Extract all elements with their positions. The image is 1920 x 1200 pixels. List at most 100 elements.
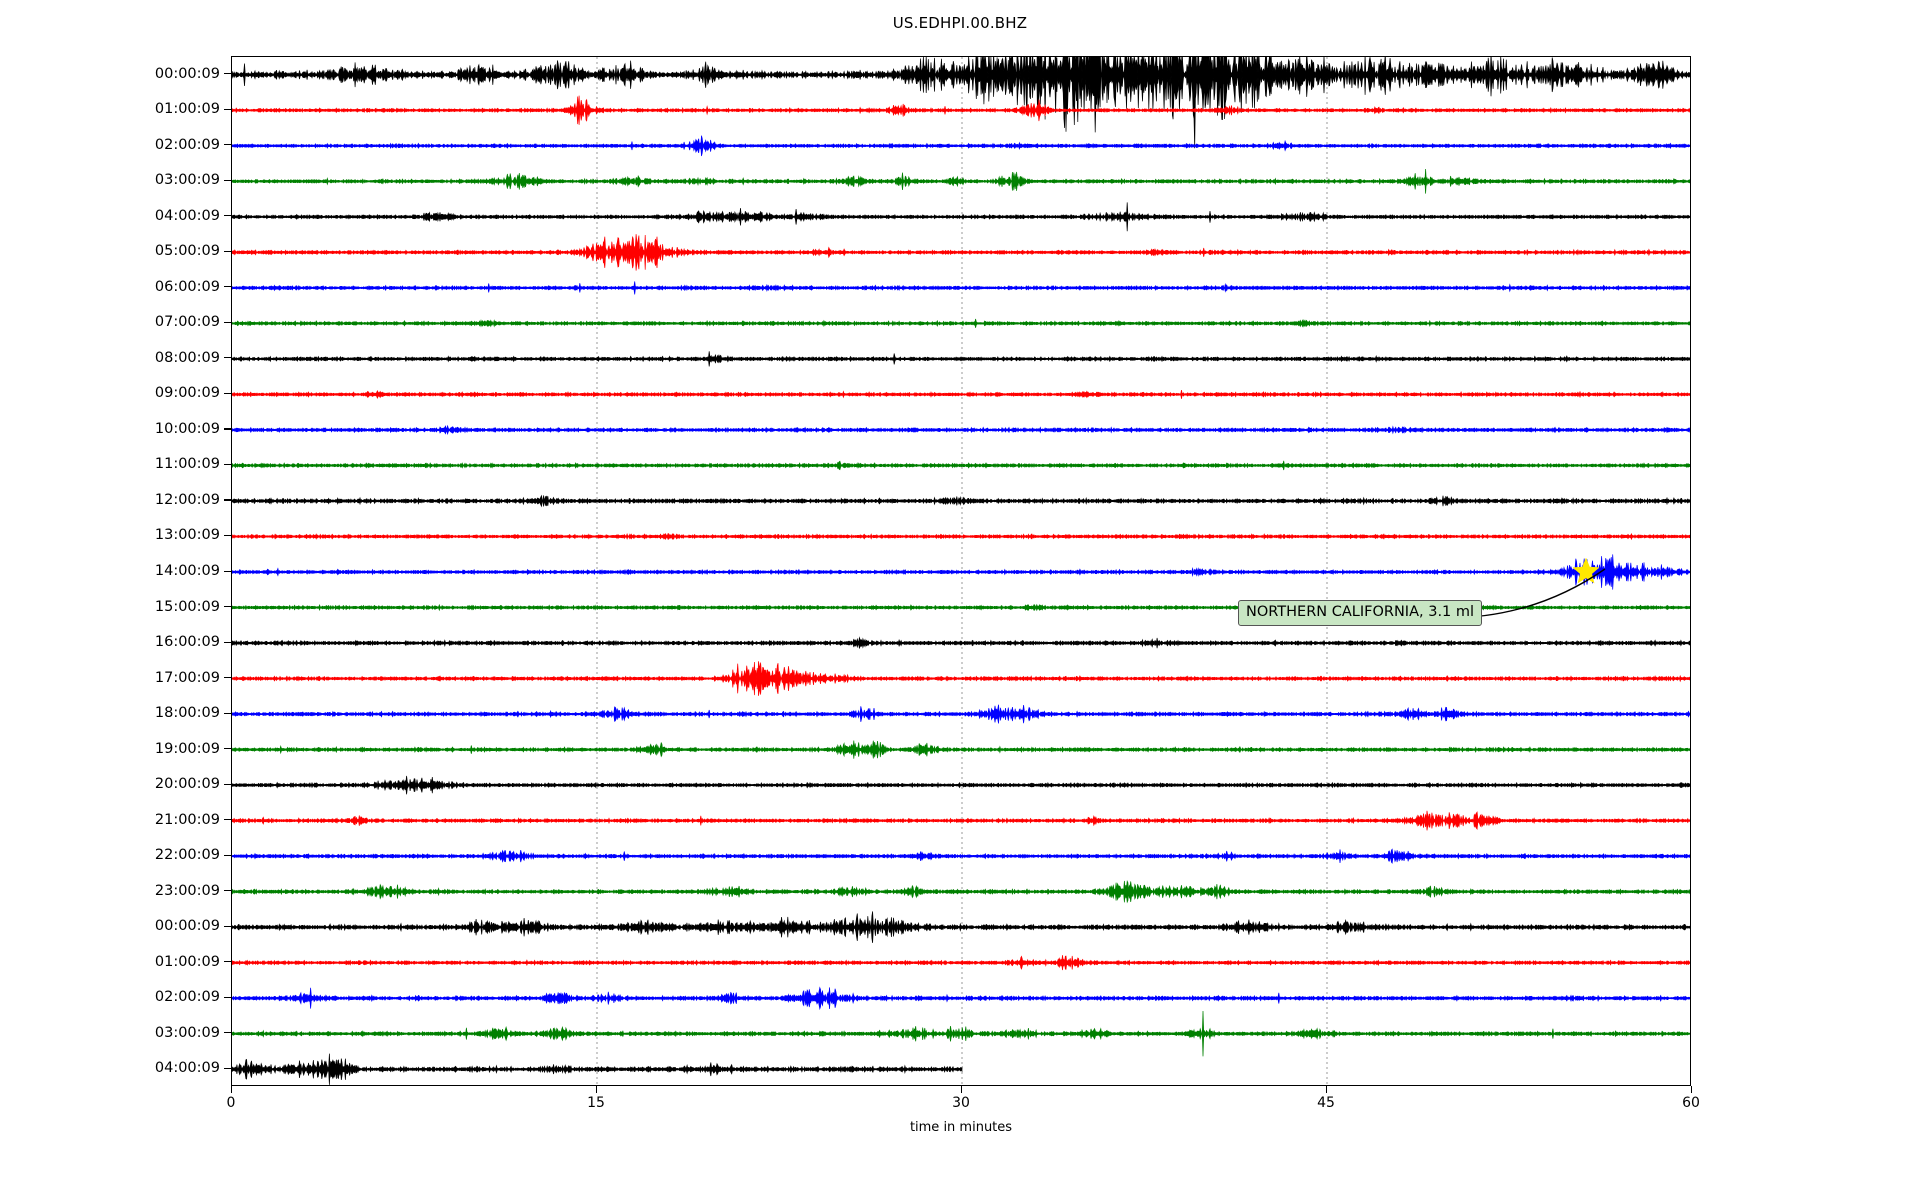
- trace-row: [232, 389, 1690, 399]
- plot-axes: [231, 56, 1691, 1086]
- trace-row: [232, 740, 1690, 759]
- x-tick-mark: [230, 1086, 232, 1093]
- y-tick-label: 01:00:09: [154, 101, 220, 118]
- event-star-icon: [1573, 558, 1600, 584]
- y-tick-label: 04:00:09: [154, 1060, 220, 1077]
- y-tick-label: 22:00:09: [154, 847, 220, 864]
- x-tick-mark: [960, 1086, 962, 1093]
- y-tick-mark: [224, 890, 232, 892]
- y-tick-label: 12:00:09: [154, 491, 220, 508]
- trace-row: [232, 775, 1690, 795]
- trace-row: [232, 1053, 963, 1085]
- y-tick-mark: [224, 925, 232, 927]
- y-tick-mark: [224, 357, 232, 359]
- trace-row: [232, 424, 1690, 435]
- trace-row: [232, 494, 1690, 508]
- trace-row: [232, 879, 1690, 904]
- y-tick-mark: [224, 499, 232, 501]
- y-tick-mark: [224, 712, 232, 714]
- y-tick-label: 05:00:09: [154, 243, 220, 260]
- trace-row: [232, 554, 1690, 590]
- trace-row: [232, 955, 1690, 971]
- y-tick-mark: [224, 1067, 232, 1069]
- y-tick-mark: [224, 1032, 232, 1034]
- x-tick-mark: [1325, 1086, 1327, 1093]
- y-tick-mark: [224, 463, 232, 466]
- x-axis-label: time in minutes: [909, 1120, 1013, 1135]
- trace-row: [232, 848, 1690, 864]
- x-tick-label: 15: [587, 1095, 605, 1111]
- y-tick-label: 02:00:09: [154, 136, 220, 153]
- y-tick-mark: [224, 321, 232, 323]
- trace-row: [232, 986, 1690, 1011]
- y-tick-mark: [224, 677, 232, 679]
- trace-row: [232, 318, 1690, 328]
- y-tick-mark: [224, 179, 232, 181]
- trace-row: [232, 532, 1690, 541]
- y-tick-label: 07:00:09: [154, 314, 220, 331]
- trace-row: [232, 281, 1690, 295]
- trace-row: [232, 351, 1690, 367]
- y-tick-mark: [224, 606, 232, 608]
- y-tick-label: 04:00:09: [154, 207, 220, 224]
- y-tick-label: 15:00:09: [154, 598, 220, 615]
- y-tick-mark: [224, 748, 232, 750]
- trace-row: [232, 661, 1690, 696]
- y-tick-label: 00:00:09: [154, 65, 220, 82]
- y-tick-mark: [224, 854, 232, 856]
- y-tick-label: 18:00:09: [154, 705, 220, 722]
- y-tick-label: 01:00:09: [154, 953, 220, 970]
- seismogram-traces: [232, 57, 1690, 1085]
- trace-row: [232, 704, 1690, 724]
- y-tick-mark: [224, 641, 232, 643]
- x-tick-label: 30: [952, 1095, 970, 1111]
- trace-row: [232, 202, 1690, 232]
- y-tick-label: 17:00:09: [154, 669, 220, 686]
- y-tick-label: 23:00:09: [154, 882, 220, 899]
- y-tick-label: 09:00:09: [154, 385, 220, 402]
- trace-row: [232, 636, 1690, 649]
- y-tick-label: 06:00:09: [154, 278, 220, 295]
- trace-row: [232, 603, 1690, 612]
- trace-row: [232, 168, 1690, 194]
- x-tick-mark: [595, 1086, 597, 1093]
- y-tick-mark: [224, 215, 232, 217]
- y-tick-mark: [224, 783, 232, 785]
- y-tick-mark: [224, 392, 232, 394]
- y-tick-label: 00:00:09: [154, 918, 220, 935]
- y-tick-mark: [224, 428, 232, 430]
- y-tick-label: 03:00:09: [154, 1024, 220, 1041]
- y-tick-label: 16:00:09: [154, 634, 220, 651]
- event-annotation-label[interactable]: NORTHERN CALIFORNIA, 3.1 ml: [1238, 600, 1483, 627]
- y-tick-mark: [224, 73, 232, 75]
- trace-row: [232, 460, 1690, 471]
- y-tick-mark: [224, 534, 232, 537]
- y-tick-label: 11:00:09: [154, 456, 220, 473]
- y-tick-label: 21:00:09: [154, 811, 220, 828]
- y-tick-label: 14:00:09: [154, 563, 220, 579]
- y-tick-label: 03:00:09: [154, 172, 220, 189]
- x-tick-label: 0: [226, 1095, 236, 1111]
- y-tick-mark: [224, 819, 232, 821]
- trace-row: [232, 911, 1690, 943]
- x-tick-label: 45: [1317, 1095, 1335, 1111]
- y-tick-mark: [224, 996, 232, 998]
- y-tick-label: 02:00:09: [154, 989, 220, 1006]
- trace-row: [232, 57, 1690, 149]
- y-tick-label: 20:00:09: [154, 776, 220, 793]
- trace-row: [232, 234, 1690, 271]
- trace-row: [232, 1010, 1690, 1057]
- trace-row: [232, 95, 1690, 125]
- y-tick-label: 19:00:09: [154, 740, 220, 757]
- y-tick-mark: [224, 570, 232, 572]
- x-tick-label: 60: [1682, 1095, 1700, 1111]
- y-tick-label: 13:00:09: [154, 527, 220, 544]
- y-tick-label: 08:00:09: [154, 349, 220, 366]
- y-tick-mark: [224, 108, 232, 110]
- y-tick-mark: [224, 961, 232, 963]
- y-tick-label: 10:00:09: [154, 420, 220, 437]
- y-tick-mark: [224, 286, 232, 288]
- y-tick-mark: [224, 144, 232, 146]
- y-tick-mark: [224, 250, 232, 252]
- x-tick-mark: [1690, 1086, 1692, 1093]
